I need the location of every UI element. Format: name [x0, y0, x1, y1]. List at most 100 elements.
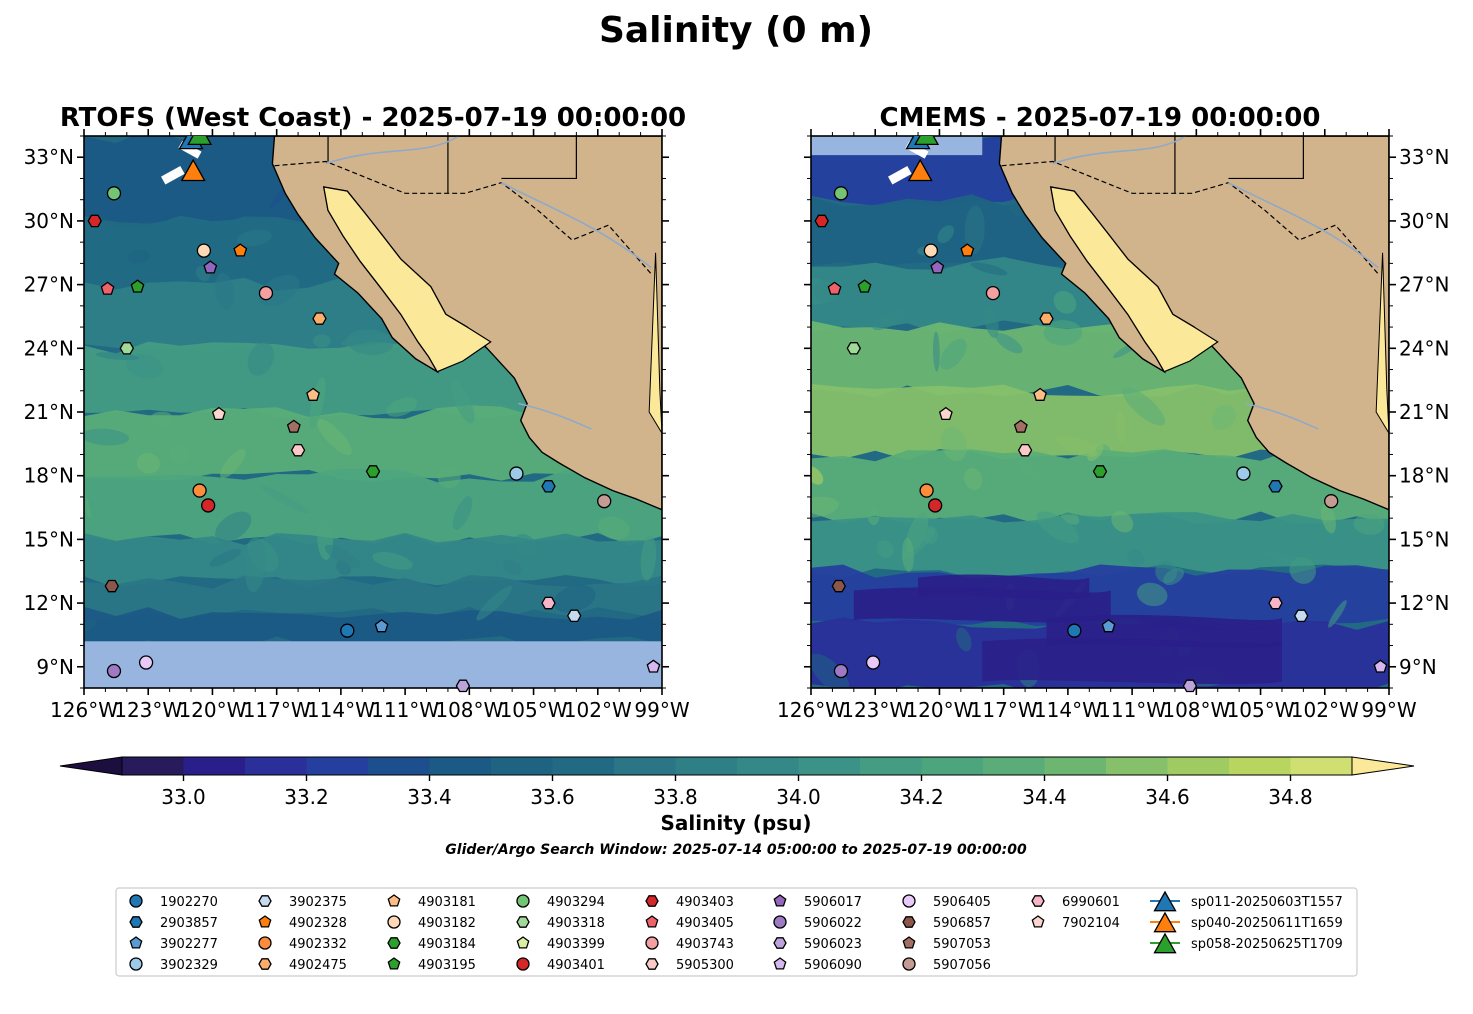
- legend-item: 5906023: [773, 937, 862, 952]
- legend-label: sp011-20250603T1557: [1191, 895, 1343, 910]
- x-tick-label: 105°W: [500, 698, 568, 722]
- legend-marker: [645, 936, 659, 950]
- x-tick-label: 105°W: [1227, 698, 1295, 722]
- float-4903401: [928, 498, 943, 513]
- x-tick-label: 108°W: [435, 698, 503, 722]
- x-tick-label: 114°W: [1034, 698, 1102, 722]
- float-4903182: [196, 243, 212, 258]
- x-tick-label: 99°W: [634, 698, 689, 722]
- y-tick-label: 24°N: [1399, 336, 1449, 360]
- legend-item: 4903401: [516, 957, 605, 973]
- legend-item-glider: sp011-20250603T1557: [1150, 890, 1343, 912]
- panel-title: CMEMS - 2025-07-19 00:00:00: [880, 103, 1321, 133]
- x-tick-label: 126°W: [777, 698, 845, 722]
- legend-item: 5906857: [902, 916, 991, 931]
- x-tick-label: 117°W: [970, 698, 1038, 722]
- legend-label: 4903195: [418, 958, 476, 973]
- float-4902328: [960, 243, 975, 257]
- y-tick-label: 30°N: [24, 209, 74, 233]
- x-tick-label: 123°W: [841, 698, 909, 722]
- legend-item: 5906017: [773, 894, 862, 910]
- legend-label: 6990601: [1062, 895, 1120, 910]
- float-3902329: [509, 466, 524, 481]
- legend-marker: [645, 895, 659, 907]
- float-4903405: [827, 281, 842, 295]
- legend-label: 5906405: [933, 895, 991, 910]
- legend-label: 2903857: [160, 916, 218, 931]
- colorbar-tick-label: 34.0: [776, 785, 821, 809]
- legend-marker: [773, 894, 787, 907]
- legend-item: 3902375: [258, 895, 347, 910]
- float-4903318: [119, 342, 135, 355]
- float-5906090: [1373, 659, 1388, 673]
- legend-item: 4902475: [258, 958, 347, 973]
- salinity-field: [84, 136, 662, 688]
- y-tick-label: 24°N: [24, 336, 74, 360]
- legend-item: 5906090: [773, 957, 862, 973]
- colorbar-tick-label: 34.2: [899, 785, 944, 809]
- legend-item: 2903857: [129, 916, 218, 931]
- colorbar-segment: [245, 757, 307, 775]
- x-tick-label: 120°W: [178, 698, 246, 722]
- y-tick-label: 27°N: [24, 273, 74, 297]
- float-5905300: [290, 443, 306, 457]
- x-tick-label: 108°W: [1162, 698, 1230, 722]
- float-4903195: [130, 279, 145, 293]
- x-tick-label: 111°W: [1098, 698, 1166, 722]
- legend-marker: [516, 916, 530, 928]
- float-4902332: [192, 483, 207, 498]
- x-axis: 126°W123°W120°W117°W114°W111°W108°W105°W…: [777, 129, 1417, 722]
- legend-item: 1902270: [129, 894, 218, 910]
- y-tick-label: 21°N: [24, 400, 74, 424]
- legend-label: 5906090: [804, 958, 862, 973]
- legend-item-glider: sp058-20250625T1709: [1150, 932, 1343, 954]
- legend-item: 4903184: [387, 937, 476, 952]
- legend-item: 3902329: [129, 957, 218, 973]
- salinity-field: [811, 136, 1389, 688]
- float-4902328: [233, 243, 248, 257]
- float-5907056: [1324, 494, 1339, 509]
- legend-item: 4902332: [258, 936, 347, 952]
- float-4902475: [1039, 312, 1054, 325]
- x-tick-label: 117°W: [243, 698, 311, 722]
- legend-item: 4903294: [516, 894, 605, 910]
- legend-item: 4903318: [516, 916, 605, 931]
- float-5905300: [1017, 443, 1033, 457]
- float-4903401: [201, 498, 216, 513]
- legend-item: 7902104: [1031, 915, 1120, 931]
- colorbar-tick-label: 34.6: [1145, 785, 1190, 809]
- colorbar-segment: [921, 757, 984, 775]
- float-2903857: [1268, 480, 1283, 493]
- float-4903405: [100, 281, 115, 295]
- legend-label: 4903182: [418, 916, 476, 931]
- gulf-of-california: [1050, 186, 1219, 373]
- float-5906022: [106, 663, 122, 679]
- panel-cmems: CMEMS - 2025-07-19 00:00:00126°W123°W120…: [777, 103, 1449, 722]
- legend-item: 4903743: [645, 936, 734, 952]
- figure-title: Salinity (0 m): [599, 10, 873, 51]
- legend-box: [115, 887, 1358, 977]
- legend-label: 5907053: [933, 937, 991, 952]
- float-4903294: [833, 186, 849, 201]
- legend-item: 4903181: [387, 894, 476, 910]
- float-5906023: [1182, 679, 1198, 693]
- colorbar-extend-max: [1351, 756, 1415, 776]
- float-4903318: [846, 342, 862, 355]
- y-tick-label: 27°N: [1399, 273, 1449, 297]
- colorbar-tick-label: 34.8: [1268, 785, 1313, 809]
- legend: 1902270 2903857 3902277 3902329 3902375 49023…: [115, 887, 1358, 977]
- rivers: [325, 136, 652, 430]
- glider-markers: [888, 136, 940, 185]
- legend-marker: [902, 936, 916, 949]
- colorbar-segment: [122, 757, 184, 775]
- float-4903743: [258, 285, 274, 301]
- legend-label: 5906022: [804, 916, 862, 931]
- legend-marker: [1031, 895, 1045, 907]
- legend-item: 4903405: [645, 915, 734, 931]
- legend-item: 3902277: [129, 936, 218, 952]
- x-tick-label: 120°W: [905, 698, 973, 722]
- gulf-of-california: [323, 186, 492, 373]
- float-3902375: [1293, 609, 1309, 623]
- x-tick-label: 111°W: [371, 698, 439, 722]
